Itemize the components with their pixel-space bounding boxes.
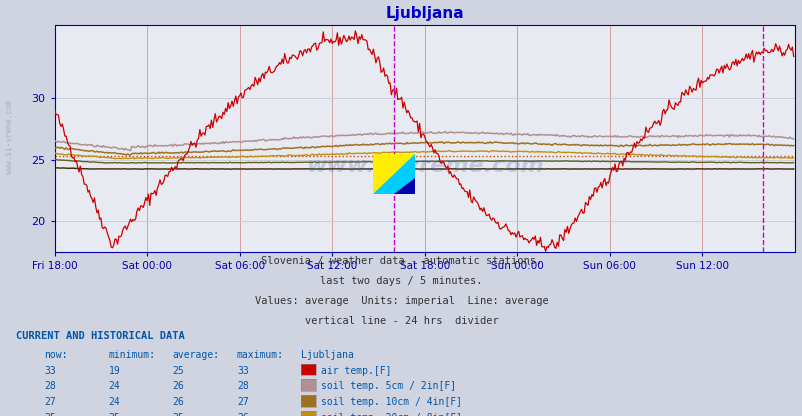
- Text: 33: 33: [44, 366, 56, 376]
- Text: 26: 26: [172, 381, 184, 391]
- Polygon shape: [373, 154, 415, 193]
- Text: www.si-vreme.com: www.si-vreme.com: [306, 156, 543, 176]
- Title: Ljubljana: Ljubljana: [385, 6, 464, 21]
- Text: 33: 33: [237, 366, 249, 376]
- Text: minimum:: minimum:: [108, 350, 156, 360]
- Text: 24: 24: [108, 397, 120, 407]
- Text: Ljubljana: Ljubljana: [301, 350, 354, 360]
- Text: air temp.[F]: air temp.[F]: [321, 366, 391, 376]
- Text: soil temp. 20cm / 8in[F]: soil temp. 20cm / 8in[F]: [321, 413, 462, 416]
- Text: 28: 28: [44, 381, 56, 391]
- Text: Values: average  Units: imperial  Line: average: Values: average Units: imperial Line: av…: [254, 296, 548, 306]
- Polygon shape: [373, 154, 415, 193]
- Text: 25: 25: [172, 366, 184, 376]
- Text: 26: 26: [172, 397, 184, 407]
- Text: 27: 27: [237, 397, 249, 407]
- Text: 27: 27: [44, 397, 56, 407]
- Text: soil temp. 5cm / 2in[F]: soil temp. 5cm / 2in[F]: [321, 381, 456, 391]
- Text: 25: 25: [108, 413, 120, 416]
- Text: 25: 25: [172, 413, 184, 416]
- Text: soil temp. 10cm / 4in[F]: soil temp. 10cm / 4in[F]: [321, 397, 462, 407]
- Text: www.si-vreme.com: www.si-vreme.com: [5, 100, 14, 174]
- Text: 25: 25: [44, 413, 56, 416]
- Text: now:: now:: [44, 350, 67, 360]
- Text: maximum:: maximum:: [237, 350, 284, 360]
- Text: 28: 28: [237, 381, 249, 391]
- Text: last two days / 5 minutes.: last two days / 5 minutes.: [320, 276, 482, 286]
- Text: 24: 24: [108, 381, 120, 391]
- Text: vertical line - 24 hrs  divider: vertical line - 24 hrs divider: [304, 316, 498, 326]
- Text: Slovenia / weather data - automatic stations.: Slovenia / weather data - automatic stat…: [261, 256, 541, 266]
- Text: CURRENT AND HISTORICAL DATA: CURRENT AND HISTORICAL DATA: [16, 331, 184, 341]
- Text: average:: average:: [172, 350, 220, 360]
- Polygon shape: [394, 178, 415, 193]
- Text: 26: 26: [237, 413, 249, 416]
- Text: 19: 19: [108, 366, 120, 376]
